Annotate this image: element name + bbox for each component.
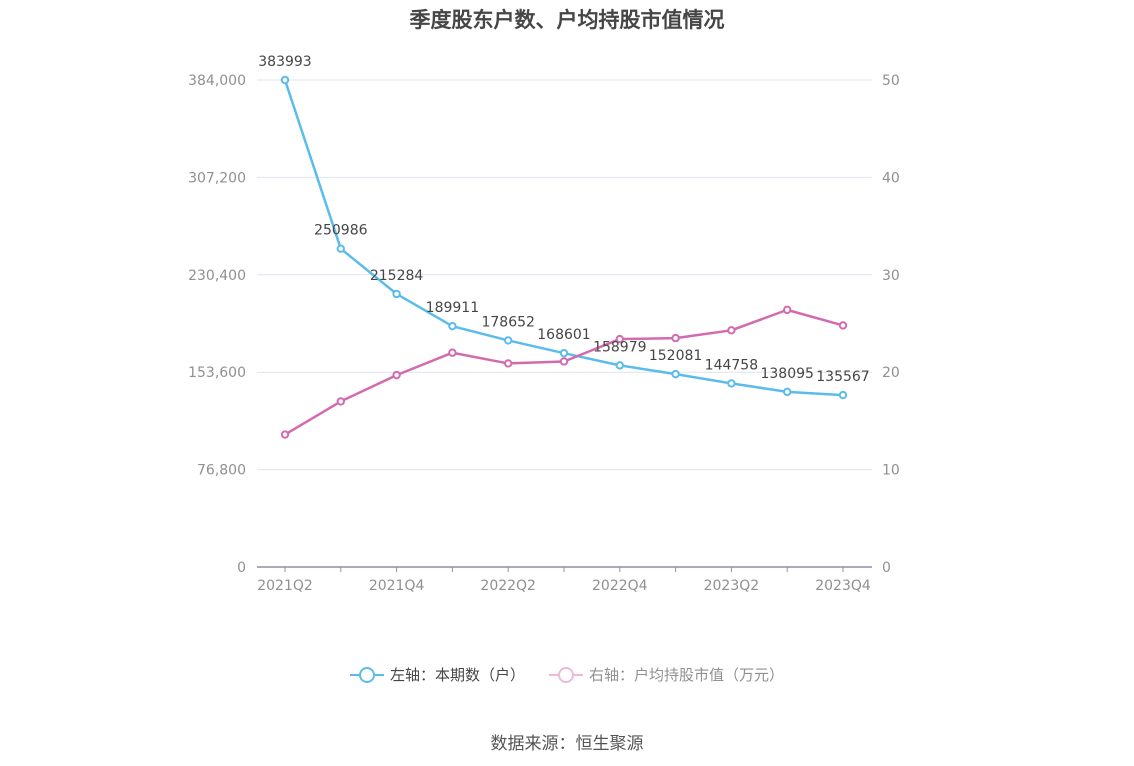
series-lines — [280, 75, 848, 439]
data-point-right — [559, 357, 569, 366]
y-left-tick-label: 384,000 — [188, 73, 246, 89]
data-label: 168601 — [537, 327, 590, 343]
data-point-right — [448, 348, 457, 357]
data-label: 215284 — [370, 268, 424, 284]
data-label: 144758 — [705, 357, 758, 373]
data-point-right — [727, 326, 736, 335]
chart-title: 季度股东户数、户均持股市值情况 — [409, 8, 725, 32]
data-labels: 383993 250986 2152841899111786521686011589… — [258, 54, 869, 385]
y-right-tick-label: 50 — [882, 73, 900, 89]
axes: 0 0 76,800 10 153,600 20 230,400 30 307,200 40 384… — [188, 73, 900, 594]
data-point-right — [504, 359, 513, 368]
data-point-right — [336, 397, 345, 406]
y-left-tick-label: 153,600 — [188, 365, 246, 381]
data-label: 383993 — [258, 54, 311, 70]
x-tick-label: 2021Q2 — [257, 578, 313, 594]
x-tick-label: 2023Q4 — [815, 578, 871, 594]
data-point-left — [559, 348, 569, 358]
y-left-tick-label: 307,200 — [188, 170, 246, 186]
y-right-tick-label: 20 — [882, 365, 900, 381]
legend-label-left: 左轴：本期数（户） — [389, 666, 525, 684]
data-point-left — [392, 289, 401, 299]
data-point-left — [727, 379, 736, 388]
data-point-left — [783, 387, 792, 397]
data-label: 250986 — [314, 223, 368, 239]
legend-label-right: 右轴：户均持股市值（万元） — [589, 666, 785, 684]
legend-item-right-axis[interactable]: 右轴：户均持股市值（万元） — [549, 664, 784, 685]
data-point-right — [615, 334, 624, 344]
data-label: 158979 — [593, 339, 646, 355]
data-point-right — [838, 321, 848, 330]
y-left-tick-label: 76,800 — [197, 463, 246, 479]
y-right-tick-label: 10 — [882, 463, 900, 479]
data-point-left — [671, 369, 680, 379]
data-point-left — [838, 390, 848, 400]
data-label: 178652 — [481, 314, 534, 330]
y-right-tick-label: 30 — [882, 268, 900, 284]
x-tick-label: 2023Q2 — [704, 578, 760, 594]
data-point-right — [671, 333, 680, 343]
data-point-left — [448, 321, 457, 331]
data-label: 189911 — [426, 300, 479, 316]
legend-swatch-left-icon — [349, 665, 384, 685]
legend-swatch-right-icon — [549, 665, 583, 685]
data-point-right — [280, 430, 290, 439]
data-point-left — [280, 75, 290, 85]
data-point-left — [336, 244, 345, 253]
legend: 左轴：本期数（户） 右轴：户均持股市值（万元） — [0, 664, 1134, 685]
x-tick-label: 2021Q4 — [369, 578, 425, 594]
data-point-left — [504, 336, 513, 345]
data-point-right — [392, 370, 401, 380]
y-left-tick-label: 0 — [237, 560, 246, 576]
data-point-right — [783, 305, 792, 315]
source-note: 数据来源：恒生聚源 — [490, 734, 644, 754]
x-tick-label: 2022Q2 — [480, 578, 536, 594]
y-right-tick-label: 0 — [882, 560, 891, 576]
y-right-tick-label: 40 — [882, 170, 900, 186]
y-left-tick-label: 230,400 — [188, 268, 246, 284]
data-label: 135567 — [816, 369, 869, 385]
grid-lines — [257, 79, 872, 471]
data-point-left — [615, 361, 624, 370]
x-tick-label: 2022Q4 — [592, 578, 648, 594]
legend-item-left-axis[interactable]: 左轴：本期数（户） — [349, 664, 525, 685]
data-label: 152081 — [649, 348, 702, 364]
series-line-left — [283, 79, 844, 397]
data-label: 138095 — [760, 366, 813, 382]
